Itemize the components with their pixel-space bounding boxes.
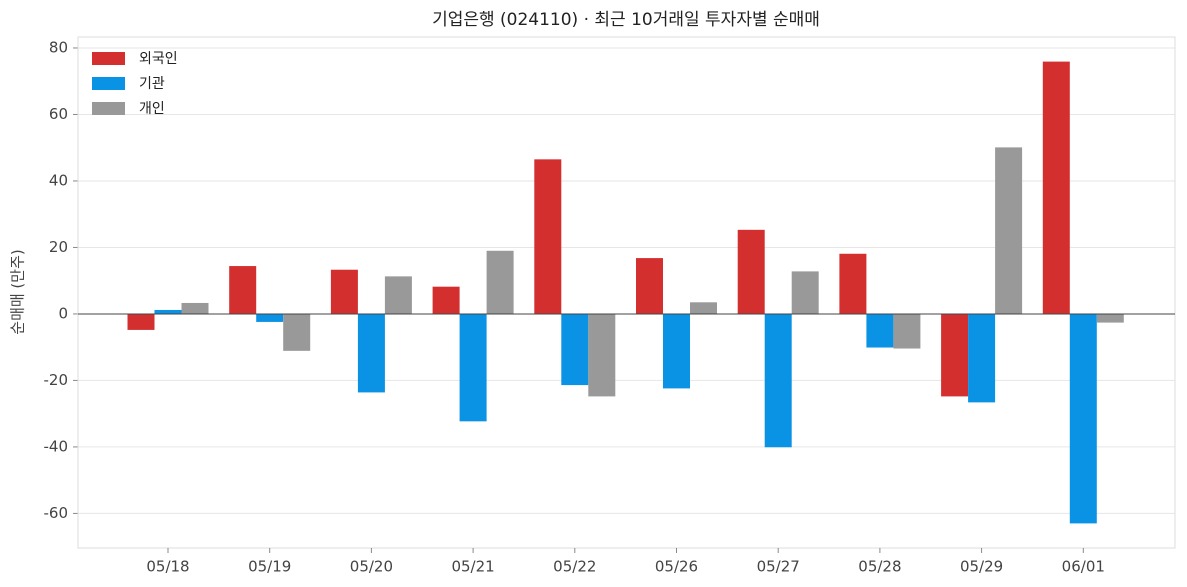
y-tick-label: 60 <box>49 105 68 123</box>
bar <box>486 250 514 314</box>
bar <box>127 313 155 330</box>
bar <box>764 313 792 448</box>
legend-label: 외국인 <box>139 51 178 67</box>
legend-label: 기관 <box>139 76 165 92</box>
bar <box>588 313 616 397</box>
chart-title: 기업은행 (024110) · 최근 10거래일 투자자별 순매매 <box>432 10 820 30</box>
x-tick-label: 05/20 <box>350 558 393 576</box>
y-tick-label: 0 <box>58 304 68 322</box>
x-tick-label: 05/27 <box>757 558 800 576</box>
bar <box>330 269 358 314</box>
legend-label: 개인 <box>139 101 165 117</box>
bar <box>737 229 765 314</box>
x-tick-label: 05/26 <box>655 558 698 576</box>
bar <box>256 313 284 322</box>
bar <box>459 313 487 422</box>
y-tick-label: 40 <box>49 171 68 189</box>
bar <box>791 271 819 314</box>
y-tick-label: -40 <box>44 437 69 455</box>
y-tick-label: 20 <box>49 238 68 256</box>
x-tick-label: 05/28 <box>858 558 901 576</box>
x-tick-label: 06/01 <box>1062 558 1105 576</box>
bar <box>690 302 717 314</box>
bar <box>663 313 690 389</box>
bar <box>1096 313 1124 323</box>
y-axis-label: 순매매 (만주) <box>9 249 27 334</box>
y-tick-label: -60 <box>44 504 69 522</box>
bar <box>1069 313 1097 524</box>
bar <box>534 159 562 314</box>
legend-swatch <box>92 102 125 115</box>
bar <box>866 313 894 348</box>
bar <box>1042 61 1070 314</box>
legend-swatch <box>92 77 125 90</box>
x-tick-label: 05/18 <box>146 558 189 576</box>
bar <box>154 309 182 314</box>
x-tick-label: 05/19 <box>248 558 291 576</box>
y-tick-label: -20 <box>44 371 69 389</box>
bar <box>283 313 311 351</box>
bar <box>432 286 460 314</box>
bar <box>357 313 385 393</box>
y-tick-label: 80 <box>49 38 68 56</box>
legend-swatch <box>92 52 125 65</box>
bar <box>561 313 589 386</box>
bar <box>229 266 257 314</box>
x-tick-label: 05/21 <box>451 558 494 576</box>
bar <box>384 276 412 314</box>
bar <box>839 253 867 314</box>
bar <box>636 258 663 314</box>
bar <box>941 313 969 397</box>
bar <box>893 313 921 349</box>
bar <box>181 302 209 314</box>
plot-frame <box>77 36 1176 549</box>
bar <box>968 313 996 403</box>
x-tick-label: 05/29 <box>960 558 1003 576</box>
bar <box>995 147 1023 314</box>
x-tick-label: 05/22 <box>553 558 596 576</box>
